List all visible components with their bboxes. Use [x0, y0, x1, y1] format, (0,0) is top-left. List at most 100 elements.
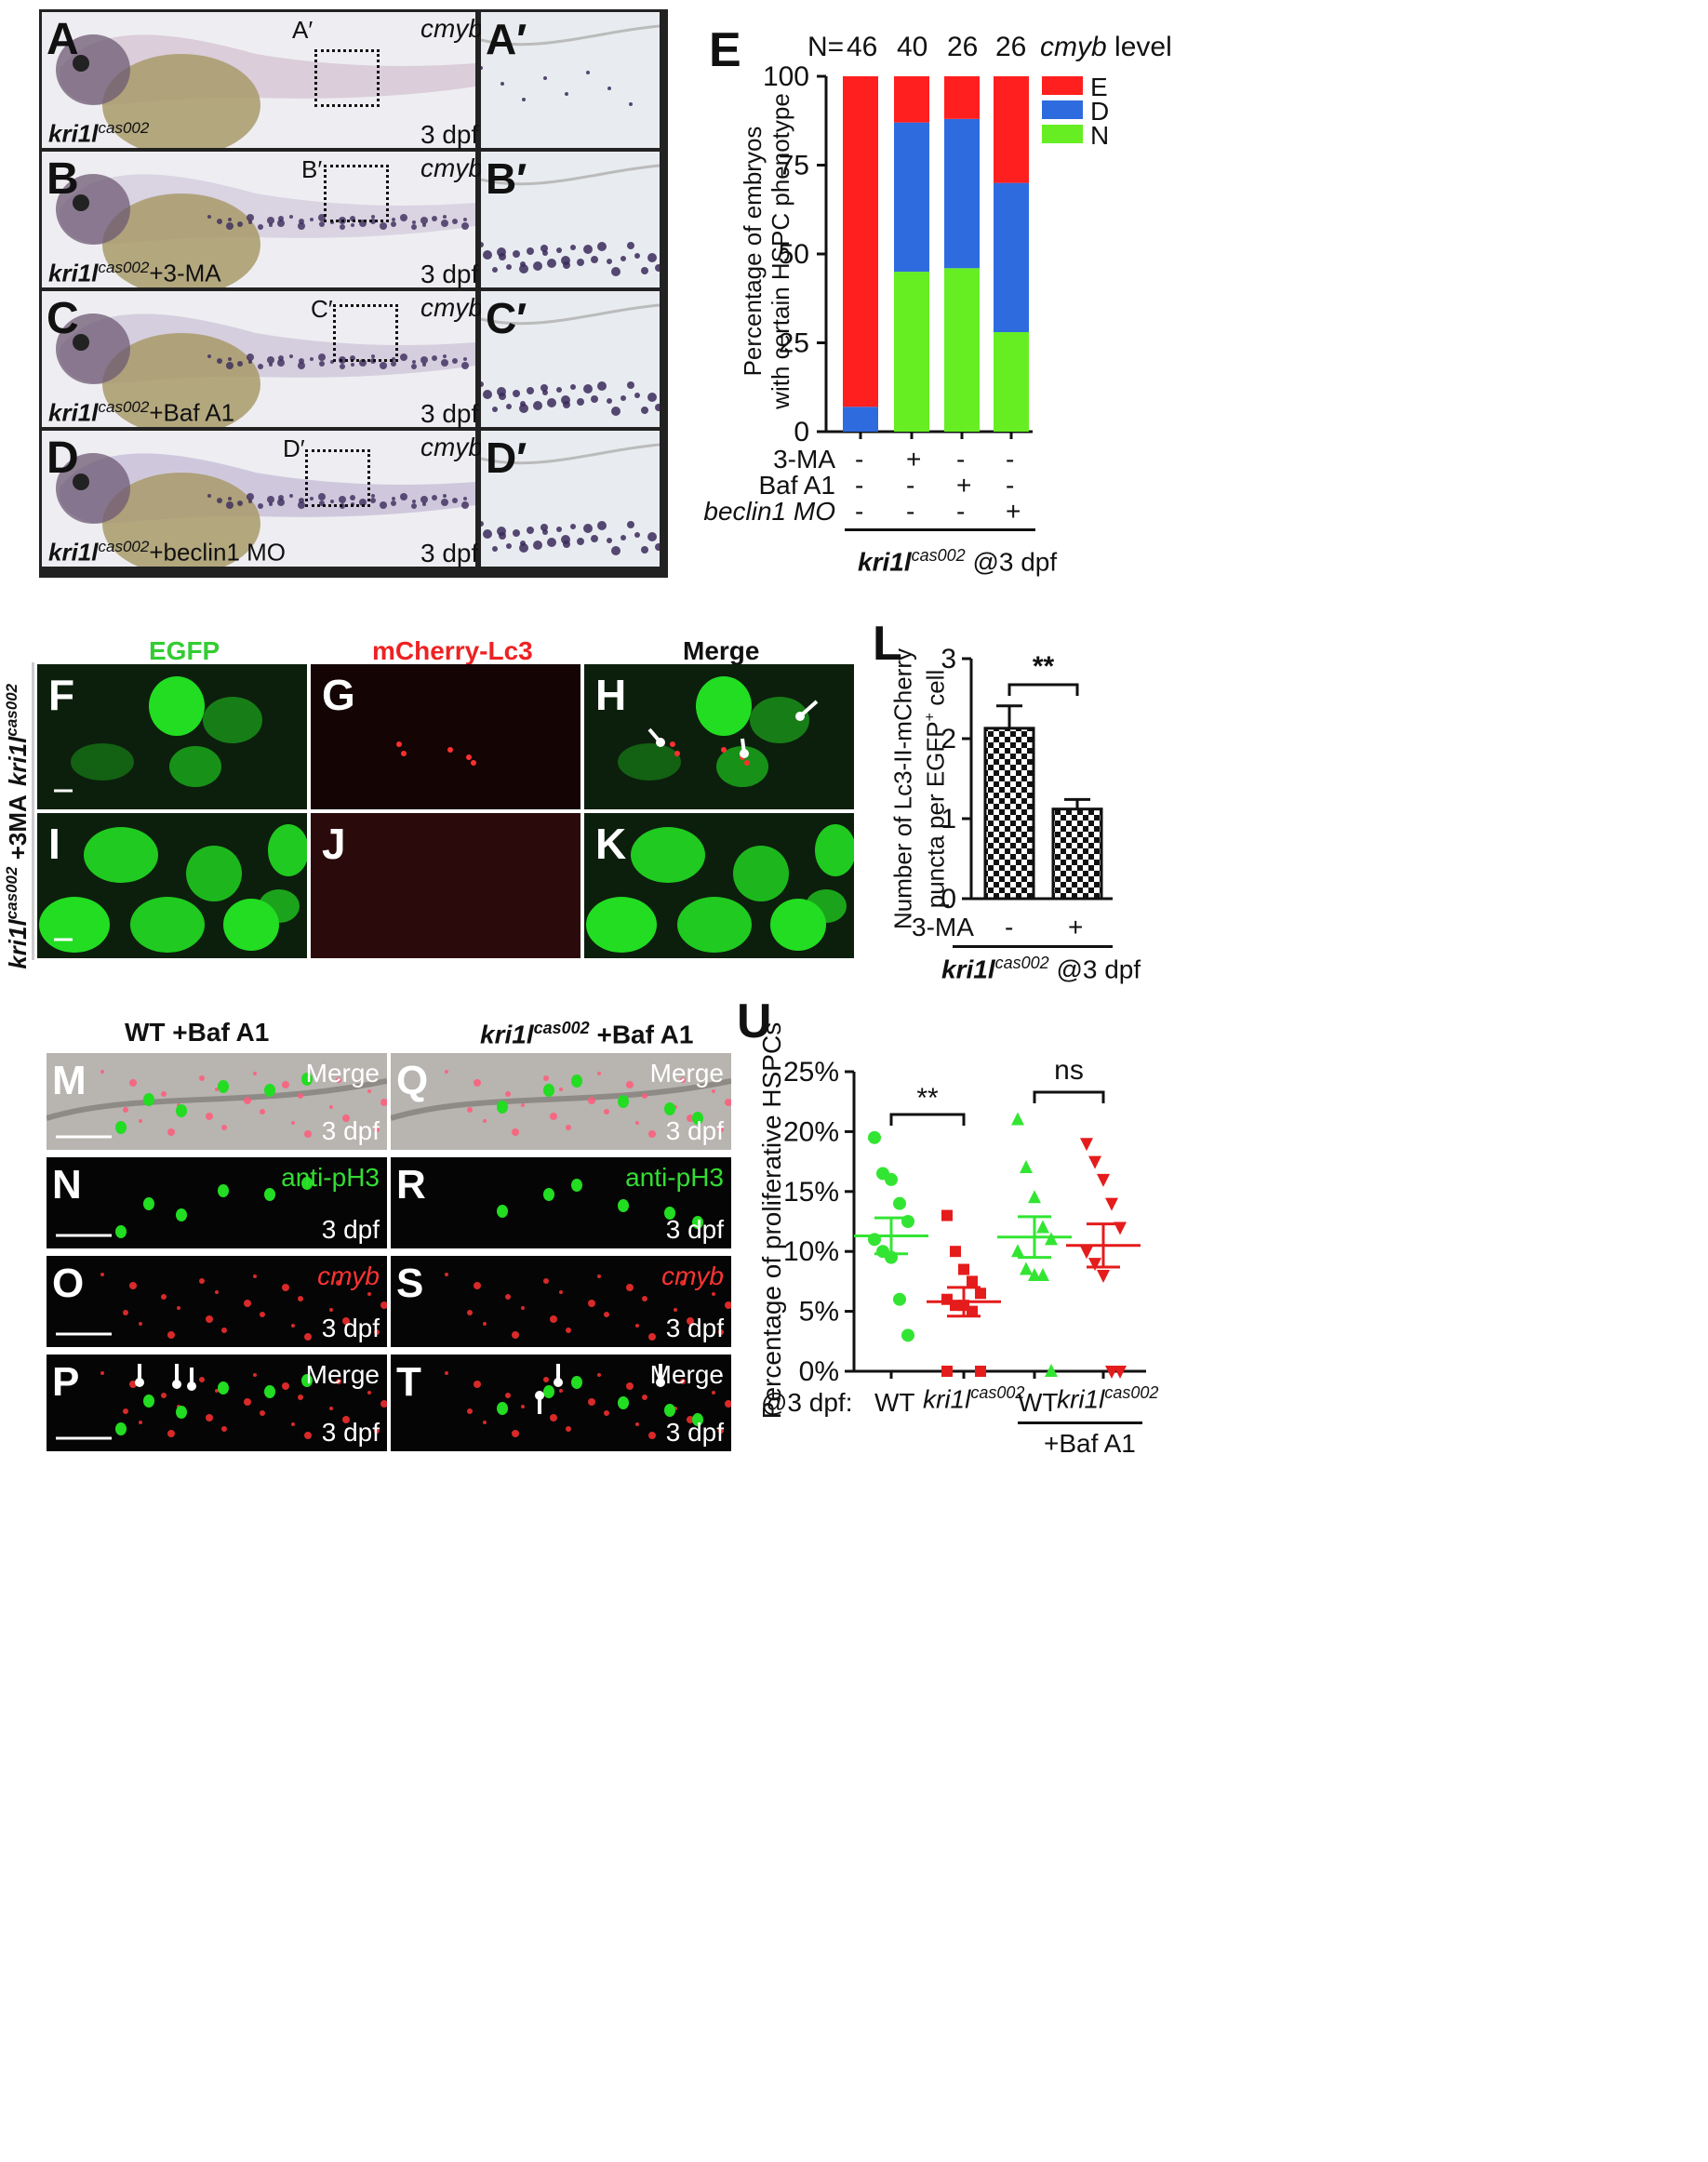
- zoom-dot-1-6: [607, 259, 612, 264]
- green-cell-1-1-0: [497, 1205, 508, 1218]
- fluor-tile-1-0: [37, 813, 307, 958]
- green-cell-1-0-3: [264, 1188, 275, 1201]
- red-dot-2-1-14: [626, 1284, 634, 1291]
- red-dot-2-0-21: [367, 1292, 371, 1296]
- column-title-kri1l-gene: kri1l: [480, 1020, 534, 1049]
- column-title-wt: WT +Baf A1: [125, 1018, 270, 1047]
- panel-letter-mt-1-1: R: [396, 1162, 426, 1208]
- red-dot-0-0-14: [282, 1081, 289, 1088]
- red-dot-3-1-22: [718, 1428, 724, 1434]
- cmyb-dot-2-33: [422, 363, 426, 367]
- zoom-dot-3-16: [641, 546, 648, 554]
- point-2-2: [1028, 1190, 1041, 1204]
- red-dot-2-0-23: [380, 1301, 387, 1309]
- cmyb-dot-3-9: [269, 502, 273, 506]
- legend-swatch-E: [1042, 76, 1083, 95]
- zoom-dot-0-2: [522, 98, 526, 101]
- green-cell-3-1-1: [543, 1385, 554, 1398]
- zoom-label-0: A′: [292, 16, 314, 44]
- arrow-mt-head-0-1: [172, 1380, 181, 1389]
- point-0-8: [893, 1292, 906, 1306]
- cmyb-dot-2-4: [237, 361, 243, 367]
- channel-label-1-0: anti-pH3: [281, 1163, 380, 1192]
- cmyb-dot-1-37: [452, 219, 458, 224]
- panel-letter-2: C: [47, 294, 79, 343]
- y-tick-label-l-1: 1: [941, 804, 956, 834]
- cmyb-dot-1-6: [248, 220, 252, 224]
- sig-bracket-u2: [1033, 1090, 1105, 1103]
- fluor-tile-0-2: [584, 664, 854, 809]
- arrow-mt-head-1-2: [656, 1378, 665, 1387]
- red-dot-0-1-4: [505, 1091, 511, 1097]
- bar-D-2: [944, 118, 980, 269]
- cmyb-dot-3-38: [461, 501, 469, 509]
- zoom-dot-2-10: [513, 390, 520, 397]
- fluor-drawing-1-2: [586, 824, 854, 953]
- cmyb-dot-2-17: [318, 354, 326, 361]
- red-dot-0-1-21: [712, 1089, 715, 1093]
- confocal-tile-2-1: [391, 1256, 731, 1347]
- point-2-3: [1036, 1220, 1049, 1234]
- green-cell-3-0-2: [218, 1381, 229, 1395]
- stage-label-3: 3 dpf: [420, 539, 479, 567]
- embryo-image-0: [42, 12, 475, 148]
- y-tick-label-u-25: 25%: [783, 1057, 839, 1088]
- sign-e-0-1: +: [906, 445, 922, 474]
- red-dot-2-1-15: [635, 1324, 639, 1328]
- red-dot-2-1-10: [566, 1328, 571, 1333]
- n-value-2: 40: [897, 32, 928, 62]
- red-dot-2-0-7: [199, 1278, 205, 1284]
- zoom-line-3: [481, 443, 660, 465]
- arrow-head-0: [656, 738, 665, 747]
- red-dot-0-1-14: [626, 1081, 634, 1088]
- red-dot-2-1-21: [712, 1292, 715, 1296]
- red-dot-3-1-0: [445, 1371, 448, 1375]
- puncta-0-1-2: [447, 747, 453, 753]
- zoom-dot-2-6: [607, 398, 612, 404]
- bar-D-3: [994, 182, 1029, 333]
- cmyb-dot-3-5: [247, 493, 254, 500]
- zoom-dot-2-25: [655, 404, 660, 411]
- cell-0-2-1: [716, 746, 768, 787]
- red-dot-2-1-23: [725, 1301, 731, 1309]
- zoom-line-1: [481, 164, 660, 186]
- zoom-dot-1-21: [570, 245, 576, 250]
- zoom-dot-3-18: [506, 543, 512, 549]
- zoom-dot-1-16: [641, 267, 648, 274]
- point-3-5: [1080, 1246, 1093, 1260]
- cmyb-dot-2-2: [226, 362, 234, 369]
- zoom-dot-1-23: [611, 267, 620, 276]
- zoom-dot-1-14: [597, 242, 607, 251]
- red-dot-0-0-8: [206, 1113, 213, 1120]
- zoom-dot-2-12: [556, 387, 562, 393]
- red-dot-2-1-9: [559, 1290, 563, 1294]
- point-2-0: [1011, 1112, 1024, 1126]
- embryo-image-1: [42, 152, 475, 287]
- sig-bracket-u1: [889, 1113, 966, 1126]
- point-1-1: [950, 1246, 961, 1258]
- puncta-0-1-3: [466, 754, 472, 760]
- red-dot-2-0-1: [123, 1310, 128, 1315]
- red-dot-0-1-23: [725, 1099, 731, 1106]
- cell-0-0-1: [169, 746, 221, 787]
- cell-1-2-3: [586, 897, 657, 953]
- cmyb-dot-1-7: [258, 224, 263, 230]
- red-dot-2-0-20: [342, 1317, 350, 1325]
- zoom-dot-3-6: [607, 538, 612, 543]
- stage-label-mt-2-0: 3 dpf: [321, 1314, 380, 1342]
- stage-label-2: 3 dpf: [420, 399, 479, 428]
- head-2: [56, 314, 130, 384]
- x-label-kri1l-baf: kri1lcas002: [1057, 1384, 1158, 1412]
- green-cell-3-0-0: [143, 1395, 154, 1408]
- point-2-7: [1028, 1267, 1041, 1281]
- x-label-wt: WT: [874, 1388, 915, 1417]
- red-dot-2-0-2: [129, 1282, 137, 1289]
- cmyb-dot-2-1: [217, 358, 222, 364]
- cmyb-dot-1-1: [217, 219, 222, 224]
- red-dot-3-1-17: [648, 1432, 656, 1439]
- red-dot-2-0-3: [139, 1322, 142, 1326]
- red-dot-0-0-17: [304, 1130, 312, 1138]
- cmyb-dot-2-30: [412, 360, 416, 364]
- cmyb-dot-2-8: [267, 356, 274, 364]
- zoom-dot-3-19: [527, 527, 534, 534]
